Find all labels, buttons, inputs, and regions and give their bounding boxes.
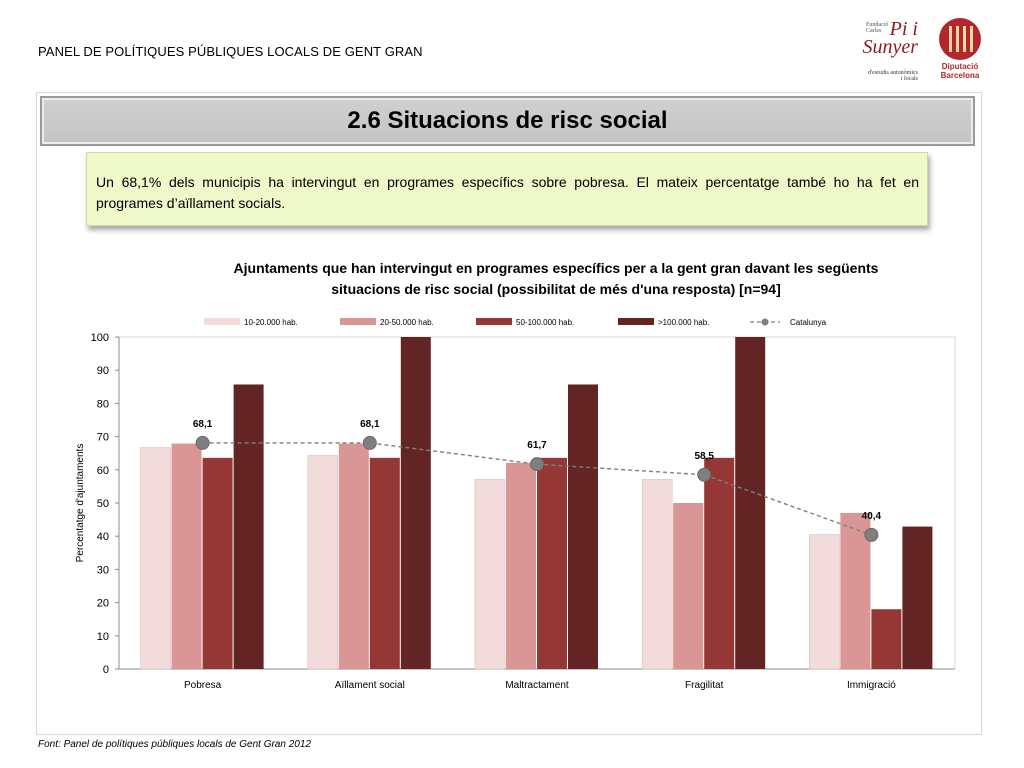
y-tick-label: 30 <box>97 564 109 576</box>
catalunya-point <box>530 457 544 472</box>
y-tick-label: 50 <box>97 498 109 510</box>
legend-swatch <box>340 318 376 325</box>
logo-pi-small-text: Fundació Carles <box>866 22 889 35</box>
catalunya-point <box>697 467 712 482</box>
diputacio-barcelona-logo: Diputació Barcelona <box>935 18 985 88</box>
summary-note: Un 68,1% dels municipis ha intervingut e… <box>86 152 928 226</box>
x-tick-label: Aïllament social <box>335 680 405 691</box>
source-note: Font: Panel de polítiques públiques loca… <box>38 739 311 750</box>
bar <box>171 443 202 669</box>
logo-pi-sub-text: d'estudis autonòmics i locals <box>868 70 918 83</box>
page-header: PANEL DE POLÍTIQUES PÚBLIQUES LOCALS DE … <box>38 44 423 59</box>
catalunya-point <box>362 435 377 450</box>
y-tick-label: 20 <box>97 598 109 610</box>
legend-label: >100.000 hab. <box>658 318 709 327</box>
diputacio-seal-icon <box>939 18 981 60</box>
bar <box>233 384 264 669</box>
bar <box>704 457 735 669</box>
bar <box>140 447 171 670</box>
bar <box>871 609 902 669</box>
y-tick-label: 60 <box>97 465 109 477</box>
diputacio-label: Diputació Barcelona <box>940 62 980 80</box>
data-label: 68,1 <box>193 419 213 430</box>
bar <box>840 512 871 669</box>
y-tick-label: 0 <box>103 664 109 676</box>
legend-swatch <box>204 318 240 325</box>
bar <box>338 443 369 669</box>
bar <box>369 457 400 669</box>
logo-pi-big-text: Pi i Sunyer <box>862 18 919 58</box>
bar <box>673 503 704 669</box>
legend-marker <box>761 318 769 326</box>
data-label: 68,1 <box>360 419 380 430</box>
section-title: 2.6 Situacions de risc social <box>347 107 668 134</box>
y-tick-label: 10 <box>97 631 109 643</box>
x-tick-label: Immigració <box>847 680 896 691</box>
bar <box>400 337 431 669</box>
bar <box>537 457 567 669</box>
bar <box>568 384 598 669</box>
x-tick-label: Pobresa <box>184 680 222 691</box>
bar <box>809 534 840 670</box>
bar <box>735 337 766 669</box>
data-label: 58,5 <box>694 451 714 462</box>
bar <box>641 479 673 670</box>
section-title-bar: 2.6 Situacions de risc social <box>40 96 975 146</box>
y-tick-label: 100 <box>91 332 109 344</box>
x-tick-label: Maltractament <box>505 680 569 691</box>
legend-label: 10-20.000 hab. <box>244 318 298 327</box>
legend-label: Catalunya <box>790 318 827 327</box>
catalunya-line <box>202 442 872 536</box>
y-tick-label: 80 <box>97 398 109 410</box>
chart-title: Ajuntaments que han intervingut en progr… <box>233 260 879 297</box>
legend-label: 20-50.000 hab. <box>380 318 434 327</box>
data-label: 61,7 <box>527 440 547 451</box>
y-tick-label: 40 <box>97 531 109 543</box>
bar <box>474 479 506 670</box>
x-tick-label: Fragilitat <box>685 680 724 691</box>
bar <box>202 457 233 669</box>
y-tick-label: 90 <box>97 365 109 377</box>
legend-label: 50-100.000 hab. <box>516 318 574 327</box>
bar <box>307 455 339 670</box>
fundacio-pi-sunyer-logo: Fundació Carles Pi i Sunyer d'estudis au… <box>862 18 928 92</box>
y-axis-label: Percentatge d'ajuntaments <box>75 444 86 563</box>
y-tick-label: 70 <box>97 432 109 444</box>
legend-swatch <box>618 318 654 325</box>
data-label: 40,4 <box>862 511 882 522</box>
bar <box>902 526 933 669</box>
catalunya-point <box>864 527 879 542</box>
legend-swatch <box>476 318 512 325</box>
bar <box>506 462 536 669</box>
catalunya-point <box>195 435 210 450</box>
